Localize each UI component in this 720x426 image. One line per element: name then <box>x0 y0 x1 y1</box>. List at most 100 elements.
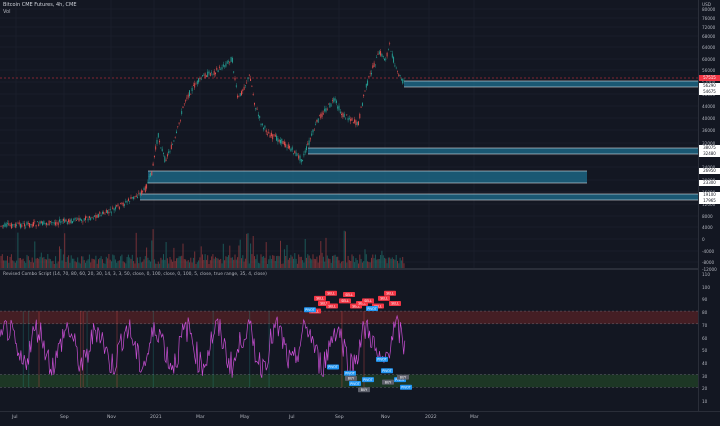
candle-body <box>278 139 280 142</box>
volume-bar <box>317 262 319 268</box>
candle-body <box>285 143 287 148</box>
pivot-label: PIVOT <box>366 306 378 312</box>
time-tick-label: Mar <box>196 415 205 420</box>
candle-body <box>140 190 142 195</box>
time-tick-label: Jul <box>12 415 18 420</box>
volume-bar <box>373 258 375 268</box>
oscillator-canvas[interactable]: SELLSELLSELLSELLSELLSELLSELLSELLSELLSELL… <box>0 270 698 411</box>
price-level-tag: 19100 <box>699 192 720 198</box>
candle-body <box>177 126 179 127</box>
volume-bar <box>270 258 272 268</box>
candle-body <box>251 85 253 87</box>
candle-body <box>309 138 311 140</box>
sell-label: SELL <box>339 298 351 304</box>
candle-body <box>168 151 170 153</box>
oscillator-title[interactable]: Revised Combo Script (14, 70, 80, 60, 20… <box>3 272 267 277</box>
candle-body <box>221 67 223 70</box>
volume-bar <box>34 241 36 268</box>
oscillator-tick-label: 70 <box>702 322 708 328</box>
price-zone <box>140 194 698 200</box>
pivot-label-text: PIVOT <box>350 382 359 386</box>
volume-bar <box>189 262 190 268</box>
volume-bar <box>151 240 153 268</box>
volume-indicator-label[interactable]: Vol <box>3 9 11 15</box>
volume-bar <box>156 263 158 268</box>
candle-body <box>346 114 348 116</box>
volume-bar <box>53 263 55 268</box>
volume-bar <box>62 254 64 268</box>
candle-body <box>247 77 249 80</box>
volume-bar <box>222 243 224 268</box>
volume-bar <box>212 254 214 268</box>
candle-body <box>311 133 313 136</box>
signal-bar <box>82 311 84 388</box>
volume-bar <box>229 245 231 268</box>
candle-body <box>399 75 401 77</box>
volume-bar <box>316 256 318 268</box>
volume-bar <box>99 258 101 268</box>
candle-body <box>173 140 175 142</box>
candle-body <box>326 108 328 110</box>
candle-body <box>16 224 18 226</box>
price-chart-canvas[interactable] <box>0 0 698 268</box>
volume-bar <box>400 260 402 268</box>
sell-label-text: SELL <box>352 304 360 308</box>
volume-bar <box>291 256 293 268</box>
candle-body <box>25 226 27 228</box>
volume-bar <box>204 254 206 268</box>
pivot-label-box <box>327 364 339 370</box>
candle-body <box>329 102 331 108</box>
candle-body <box>300 159 302 163</box>
time-axis[interactable]: Jul Sep Nov 2021 Mar May Jul Sep Nov 2022 Mar <box>0 411 720 426</box>
price-tick-label: 60000 <box>702 57 716 62</box>
candle-body <box>225 63 227 67</box>
volume-bar <box>367 261 369 268</box>
volume-bar <box>272 255 274 268</box>
volume-bar <box>186 261 188 268</box>
volume-bar <box>168 263 170 268</box>
candle-body <box>150 172 151 177</box>
volume-bar <box>202 254 203 268</box>
pane-separator[interactable] <box>0 268 720 270</box>
price-axis[interactable]: USD 800007600072000680006400060000560005… <box>698 0 720 411</box>
price-tick-label: 24000 <box>702 165 715 170</box>
volume-bar <box>155 263 157 268</box>
candle-body <box>371 72 372 75</box>
pivot-label-box <box>381 368 393 374</box>
candle-body <box>185 100 187 102</box>
volume-bar <box>194 251 196 268</box>
volume-bar <box>211 256 213 268</box>
volume-bar <box>0 255 2 268</box>
candle-body <box>343 113 345 118</box>
candle-body <box>47 224 49 225</box>
volume-bar <box>313 258 315 268</box>
candle-body <box>306 146 307 151</box>
candle-body <box>235 85 237 87</box>
candle-body <box>172 144 174 146</box>
candle-body <box>134 196 136 198</box>
sell-label-box <box>343 292 355 298</box>
volume-bar <box>322 256 324 268</box>
candle-body <box>57 222 59 226</box>
candle-body <box>36 221 38 223</box>
oscillator-tick-label: 50 <box>702 348 708 354</box>
candle-body <box>55 222 57 226</box>
volume-bar <box>397 260 398 268</box>
candle-body <box>321 112 323 117</box>
candle-body <box>350 118 352 122</box>
oscillator-tick-label: 40 <box>702 360 708 366</box>
volume-bar <box>384 257 385 268</box>
sell-label-text: SELL <box>328 304 336 308</box>
oscillator-pane[interactable]: SELL SELL SELL SELL SELL SELL SELL SELL SELL SELL… <box>0 270 698 411</box>
volume-bar <box>77 257 79 268</box>
volume-bar <box>173 247 175 268</box>
candle-body <box>189 90 190 97</box>
volume-bar <box>267 263 268 268</box>
candle-body <box>228 60 229 62</box>
pivot-label-box <box>366 306 378 312</box>
volume-bar <box>199 257 201 268</box>
price-chart-pane[interactable]: Bitcoin CME Futures, 4h, CME Vol <box>0 0 698 268</box>
volume-bar <box>378 259 380 268</box>
volume-bar <box>390 258 392 268</box>
volume-bar <box>321 252 323 268</box>
